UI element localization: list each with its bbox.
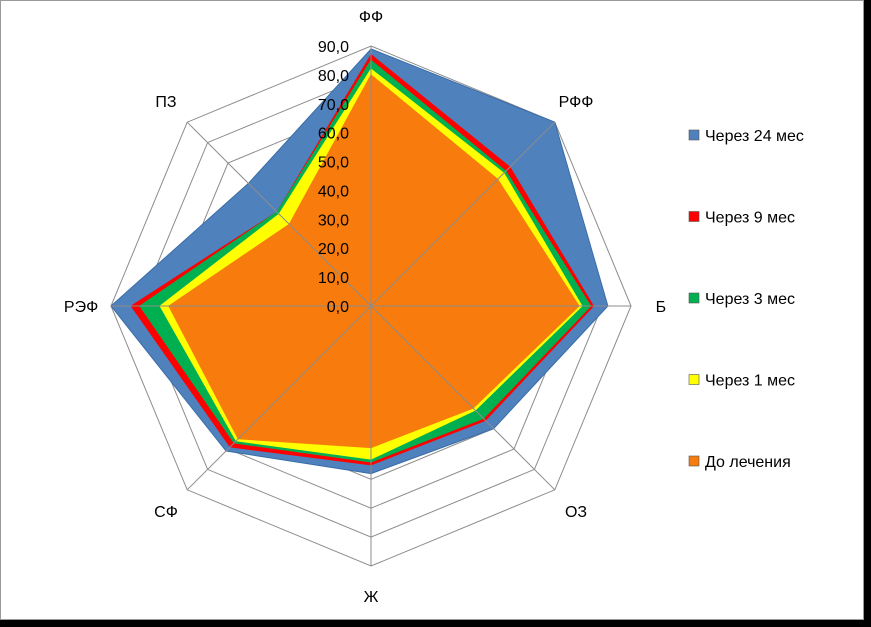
category-label: Б [656, 299, 667, 316]
legend-swatch [688, 374, 700, 385]
category-label: РФФ [559, 94, 594, 111]
tick-label: 50,0 [318, 155, 349, 172]
legend-label: Через 24 мес [705, 128, 804, 145]
legend-swatch [688, 211, 700, 222]
category-label: ПЗ [155, 94, 176, 111]
legend-label: Через 3 мес [705, 291, 795, 308]
tick-label: 80,0 [318, 68, 349, 85]
tick-layer: 0,0 10,0 20,0 30,0 40,0 50,0 60,0 70,0 80,0 90,0 [318, 39, 349, 316]
tick-label: 90,0 [318, 39, 349, 56]
legend-swatch [688, 292, 700, 304]
legend-swatch [688, 455, 700, 467]
tick-label: 40,0 [318, 183, 349, 200]
legend-label: До лечения [705, 454, 791, 471]
legend-swatch [688, 129, 700, 141]
axis-spoke [186, 121, 372, 307]
category-label: ОЗ [565, 504, 587, 521]
axis-spoke [370, 121, 556, 307]
category-label: Ж [364, 589, 379, 606]
tick-label: 0,0 [327, 299, 349, 316]
category-label: РЭФ [64, 299, 98, 316]
axis-spoke [370, 305, 556, 491]
tick-label: 70,0 [318, 97, 349, 114]
category-label: СФ [154, 504, 178, 521]
legend-label: Через 9 мес [705, 210, 795, 227]
tick-label: 30,0 [318, 212, 349, 229]
spoke-layer [111, 46, 631, 566]
legend: Через 24 мес Через 9 мес Через 3 мес Через … [688, 128, 804, 471]
category-label: ФФ [359, 9, 383, 26]
category-layer: ФФ РФФ Б ОЗ Ж СФ РЭФ ПЗ [64, 9, 666, 606]
legend-label: Через 1 мес [705, 373, 795, 390]
tick-label: 10,0 [318, 270, 349, 287]
series-layer [110, 48, 609, 475]
axis-spoke [186, 305, 372, 491]
tick-label: 20,0 [318, 241, 349, 258]
tick-label: 60,0 [318, 126, 349, 143]
